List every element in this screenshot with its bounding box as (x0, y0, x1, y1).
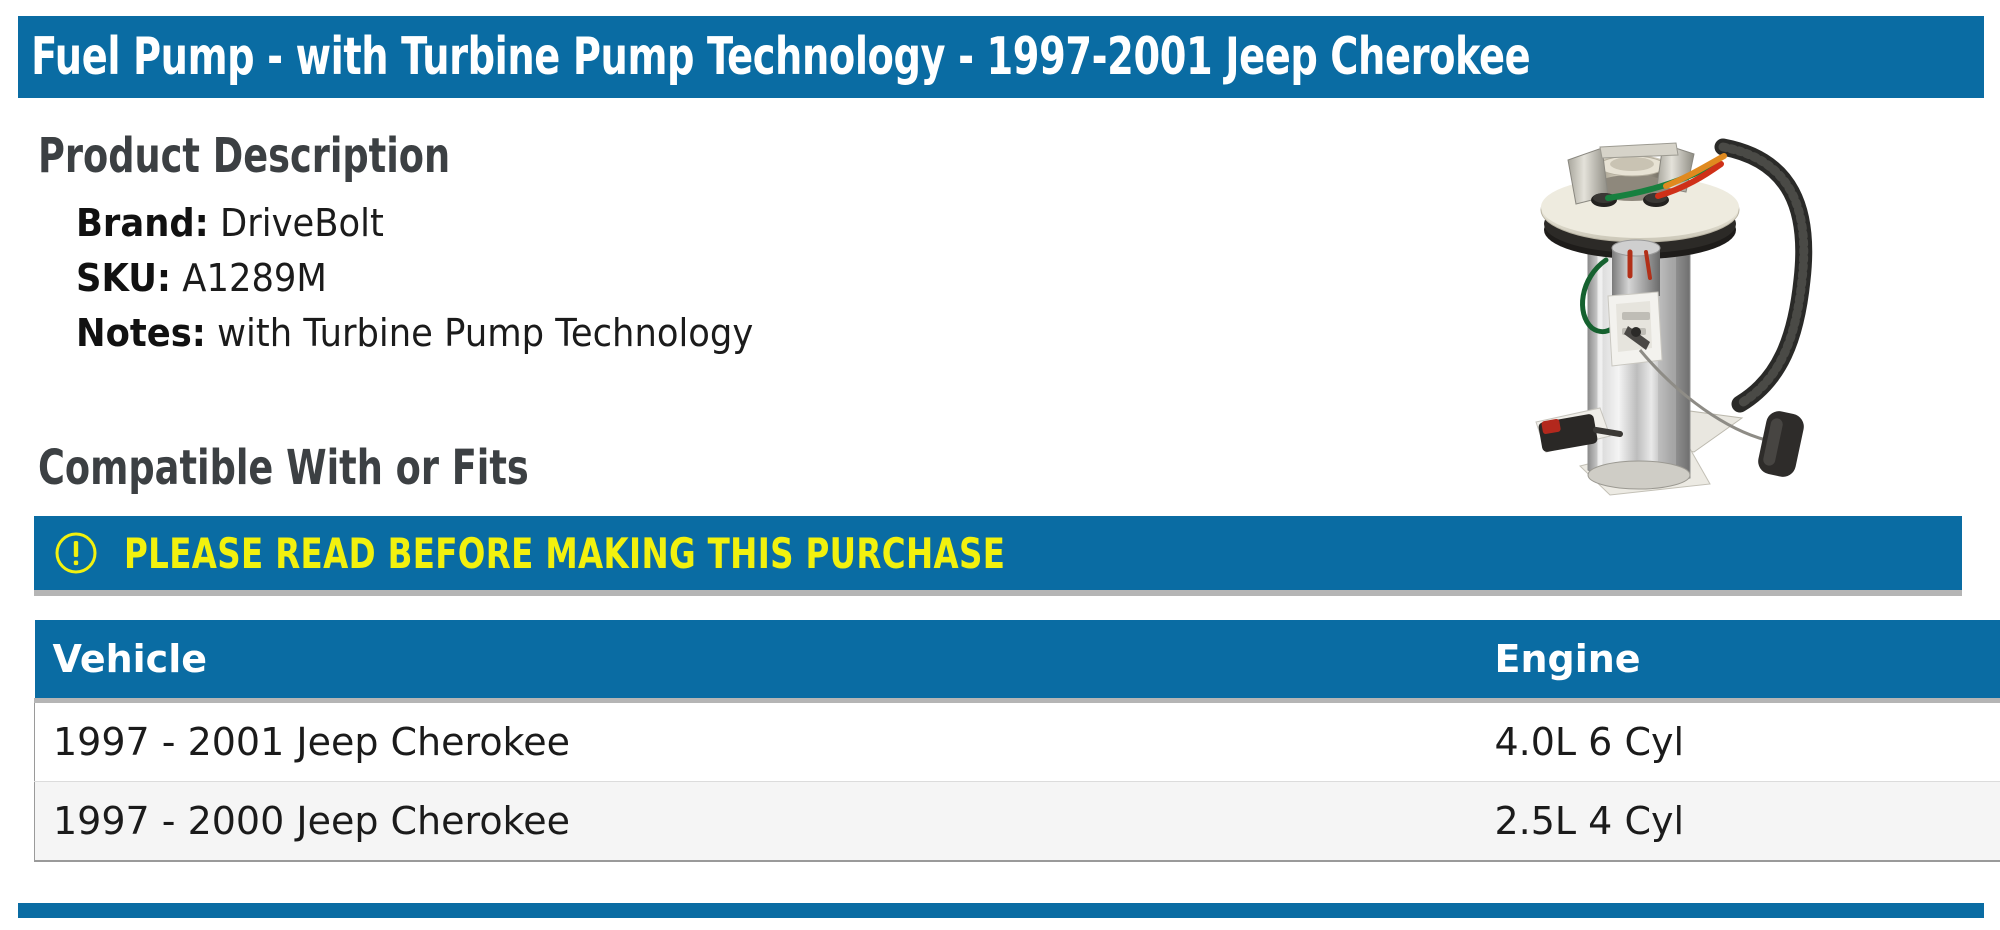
column-header-engine: Engine (1452, 620, 2000, 703)
product-photo (1480, 100, 1880, 500)
purchase-warning-banner: PLEASE READ BEFORE MAKING THIS PURCHASE (34, 516, 1962, 596)
cell-engine: 2.5L 4 Cyl (1452, 781, 2000, 862)
product-spec-list: Brand: DriveBolt SKU: A1289M Notes: with… (76, 196, 1376, 361)
compatibility-heading: Compatible With or Fits (38, 440, 529, 496)
cell-vehicle: 1997 - 2000 Jeep Cherokee (34, 781, 1453, 862)
product-description-heading: Product Description (38, 128, 451, 184)
table-row: 1997 - 2001 Jeep Cherokee 4.0L 6 Cyl (34, 700, 2000, 782)
column-header-vehicle: Vehicle (34, 620, 1453, 703)
spec-label-brand: Brand: (76, 201, 209, 245)
spec-value-sku: A1289M (182, 256, 327, 300)
purchase-warning-text: PLEASE READ BEFORE MAKING THIS PURCHASE (124, 528, 1006, 578)
fitment-table-header-row: Vehicle Engine (34, 620, 2000, 703)
spec-label-sku: SKU: (76, 256, 172, 300)
table-row: 1997 - 2000 Jeep Cherokee 2.5L 4 Cyl (34, 781, 2000, 862)
page-title: Fuel Pump - with Turbine Pump Technology… (31, 27, 1531, 87)
fitment-table-body: 1997 - 2001 Jeep Cherokee 4.0L 6 Cyl 199… (34, 700, 2000, 862)
cell-vehicle: 1997 - 2001 Jeep Cherokee (34, 700, 1453, 782)
spec-value-notes: with Turbine Pump Technology (217, 311, 754, 355)
fitment-table-head: Vehicle Engine (34, 620, 2000, 703)
spec-row-brand: Brand: DriveBolt (76, 196, 1285, 251)
page-title-banner: Fuel Pump - with Turbine Pump Technology… (18, 16, 1984, 98)
cell-engine: 4.0L 6 Cyl (1452, 700, 2000, 782)
spec-row-sku: SKU: A1289M (76, 251, 1285, 306)
spec-label-notes: Notes: (76, 311, 206, 355)
exclamation-circle-icon (55, 532, 97, 574)
spec-row-notes: Notes: with Turbine Pump Technology (76, 306, 1285, 361)
spec-value-brand: DriveBolt (220, 201, 384, 245)
footer-accent-bar (18, 903, 1984, 918)
fuel-pump-module-illustration (1480, 100, 1880, 500)
fitment-table: Vehicle Engine 1997 - 2001 Jeep Cherokee… (34, 620, 2000, 862)
